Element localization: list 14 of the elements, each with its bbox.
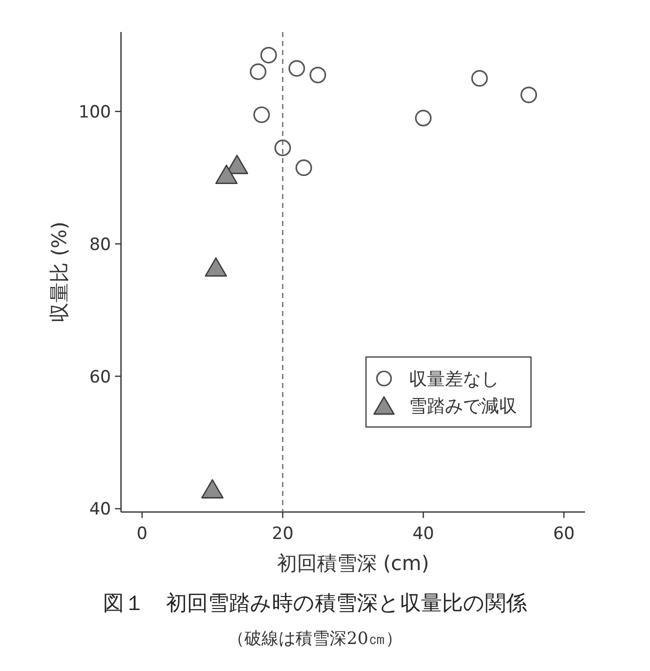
y-tick-label: 40 <box>89 500 111 520</box>
y-tick-label: 60 <box>89 367 111 388</box>
y-axis-title: 収量比 (%) <box>47 222 71 322</box>
x-tick-label: 60 <box>553 524 575 544</box>
y-tick-label: 80 <box>89 234 111 255</box>
annotation: （破線は積雪深20㎝） <box>228 629 402 649</box>
x-axis-title: 初回積雪深 (cm) <box>276 551 430 575</box>
legend-label: 収量差なし <box>409 369 499 390</box>
legend-label: 雪踏みで減収 <box>409 396 517 417</box>
y-tick-label: 100 <box>78 102 111 122</box>
x-tick-label: 0 <box>136 524 148 544</box>
title: 図１ 初回雪踏み時の積雪深と収量比の関係 <box>103 591 527 615</box>
x-tick-label: 20 <box>272 524 294 544</box>
x-tick-label: 40 <box>412 524 434 544</box>
